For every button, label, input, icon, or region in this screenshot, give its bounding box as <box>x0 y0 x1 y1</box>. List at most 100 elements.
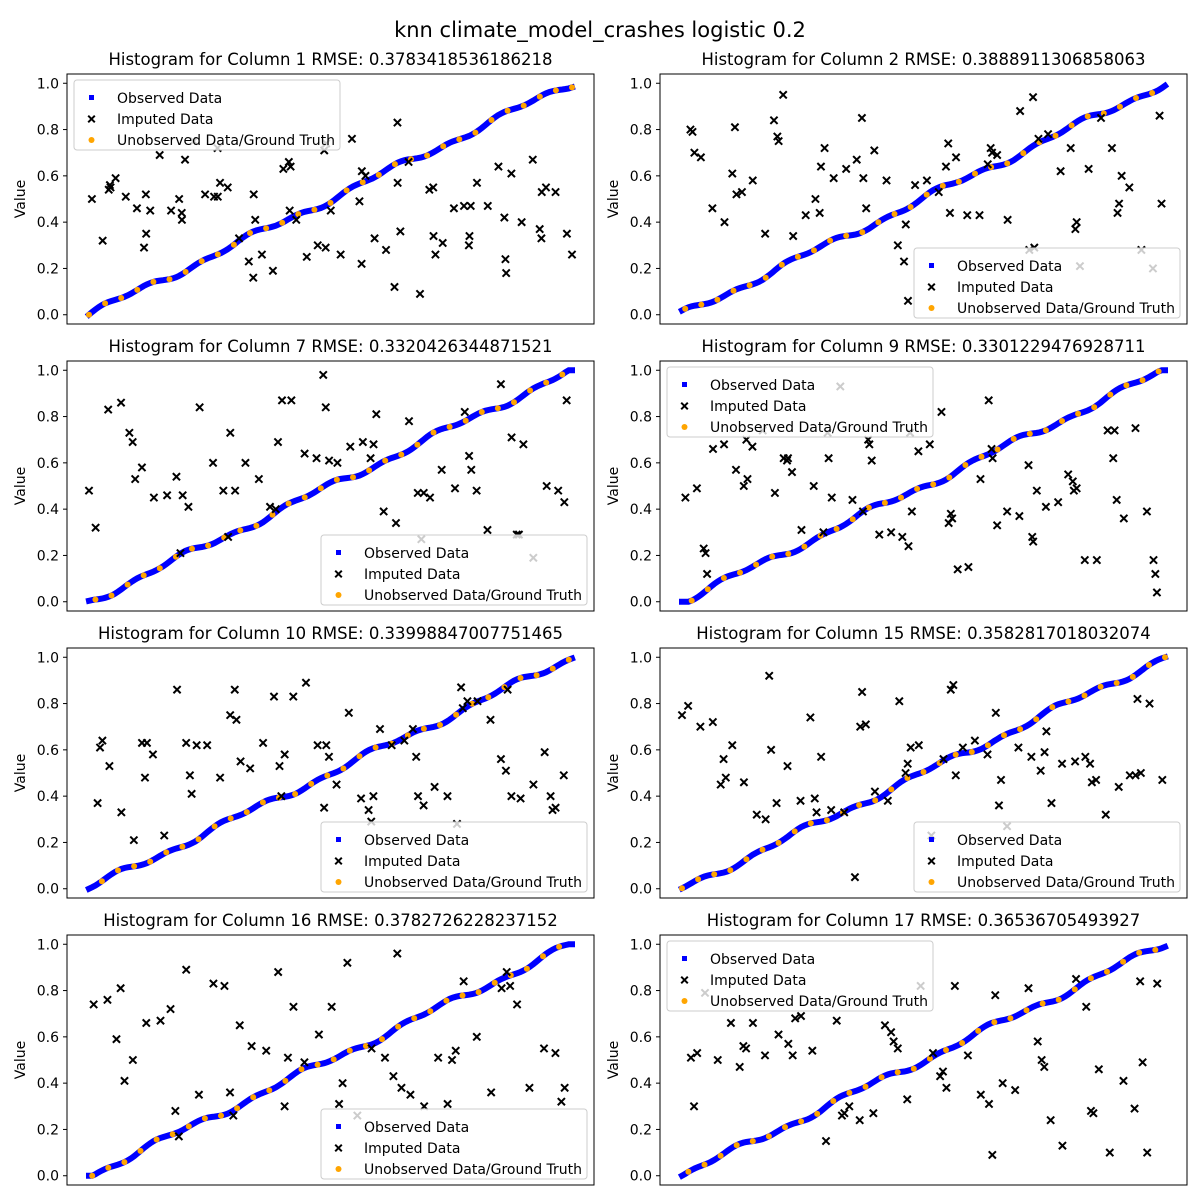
legend-label: Imputed Data <box>364 1141 460 1157</box>
ground-truth-point <box>968 749 975 755</box>
imputed-point <box>430 782 439 792</box>
ground-truth-point <box>279 219 286 226</box>
y-tick-label: 0.0 <box>630 882 652 898</box>
imputed-point <box>903 296 913 306</box>
ground-truth-point <box>878 1074 885 1081</box>
ground-truth-point <box>211 823 218 830</box>
ground-truth-point <box>1071 986 1078 993</box>
ground-truth-point <box>1033 716 1040 723</box>
observed-series <box>677 942 1169 1180</box>
legend-label: Observed Data <box>364 546 469 562</box>
imputed-point <box>166 206 176 215</box>
y-tick-label: 0.4 <box>630 1076 652 1092</box>
imputed-point <box>473 696 482 706</box>
imputed-point <box>174 1132 184 1141</box>
ground-truth-point <box>333 476 340 483</box>
imputed-point <box>867 456 877 465</box>
imputed-point <box>760 229 770 239</box>
axes-frame <box>66 647 595 899</box>
ground-truth-point <box>1059 418 1065 424</box>
imputed-point <box>215 178 225 188</box>
imputed-point <box>466 465 476 475</box>
imputed-point <box>737 187 747 197</box>
ground-truth-point <box>849 516 856 523</box>
imputed-point <box>519 440 528 449</box>
imputed-point <box>897 532 907 542</box>
legend-box <box>320 821 588 893</box>
imputed-point <box>438 238 448 248</box>
ground-truth-point <box>414 441 421 448</box>
ground-truth-point <box>92 596 99 603</box>
ground-truth-point <box>372 744 379 751</box>
imputed-point <box>381 245 391 255</box>
ground-truth-point <box>569 84 575 91</box>
y-tick-label: 0.0 <box>630 308 652 324</box>
ground-truth-point <box>791 828 798 835</box>
y-tick-label: 0.2 <box>630 261 652 277</box>
imputed-point <box>458 703 468 713</box>
imputed-point <box>1070 757 1080 766</box>
ground-truth-point <box>798 1118 805 1125</box>
ground-truth-point <box>704 586 711 593</box>
imputed-point <box>540 747 549 757</box>
imputed-point <box>927 856 936 866</box>
imputed-point <box>788 1051 798 1060</box>
ground-truth-point <box>1010 435 1017 442</box>
imputed-point <box>984 1099 994 1109</box>
ground-truth-point <box>1145 662 1152 668</box>
imputed-point <box>449 203 459 213</box>
imputed-point <box>748 176 758 185</box>
y-tick-label: 0.4 <box>37 502 59 518</box>
imputed-point <box>1081 752 1090 762</box>
imputed-point <box>512 1000 522 1009</box>
ground-truth-point <box>862 1083 869 1090</box>
imputed-point <box>1036 766 1045 775</box>
ground-truth-point <box>250 1094 257 1101</box>
imputed-point <box>273 967 283 977</box>
imputed-point <box>914 446 923 456</box>
axes-frame <box>659 934 1188 1186</box>
imputed-point <box>787 467 797 477</box>
ground-truth-point <box>972 170 978 177</box>
imputed-point <box>766 745 776 755</box>
imputed-point <box>375 724 385 734</box>
imputed-point <box>708 717 718 727</box>
imputed-point <box>465 231 474 241</box>
legend: Observed Data Imputed Data Unobserved Data… <box>320 821 588 893</box>
imputed-point <box>790 1014 800 1023</box>
subplot-title: Histogram for Column 2 RMSE: 0.388891130… <box>701 50 1145 69</box>
legend-label: Imputed Data <box>364 854 460 870</box>
y-axis-label: Value <box>606 467 622 505</box>
ground-truth-point <box>1149 90 1156 96</box>
imputed-point <box>726 1018 736 1028</box>
subplot-4: 0.0 0.2 0.4 0.6 0.8 1.0 Value Histogram for Col… <box>606 337 1188 612</box>
imputed-point <box>275 761 284 771</box>
ground-truth-point <box>695 876 702 883</box>
imputed-point <box>140 773 150 782</box>
y-tick-label: 1.0 <box>37 937 59 953</box>
imputed-point <box>324 456 334 465</box>
imputed-point <box>774 136 783 146</box>
imputed-point <box>683 701 693 711</box>
imputed-point <box>466 201 476 211</box>
ground-truth-point <box>205 542 212 549</box>
imputed-point <box>370 234 379 243</box>
imputed-point <box>516 794 525 803</box>
imputed-point <box>942 1083 951 1093</box>
legend: Observed Data Imputed Data Unobserved Data… <box>320 1108 588 1180</box>
imputed-point <box>731 465 741 475</box>
imputed-point <box>760 1051 770 1060</box>
ground-truth-point <box>121 1159 128 1166</box>
imputed-point <box>998 1078 1007 1088</box>
imputed-point <box>87 194 97 204</box>
ground-truth-point <box>749 1138 756 1145</box>
imputed-point <box>302 252 312 262</box>
legend-label: Imputed Data <box>957 854 1053 870</box>
imputed-point <box>992 521 1002 530</box>
ground-truth-point <box>737 569 743 576</box>
imputed-point <box>826 805 836 815</box>
axes-frame <box>659 647 1188 899</box>
imputed-point <box>893 240 903 250</box>
imputed-point <box>761 814 770 824</box>
y-tick-label: 0.0 <box>37 308 59 324</box>
